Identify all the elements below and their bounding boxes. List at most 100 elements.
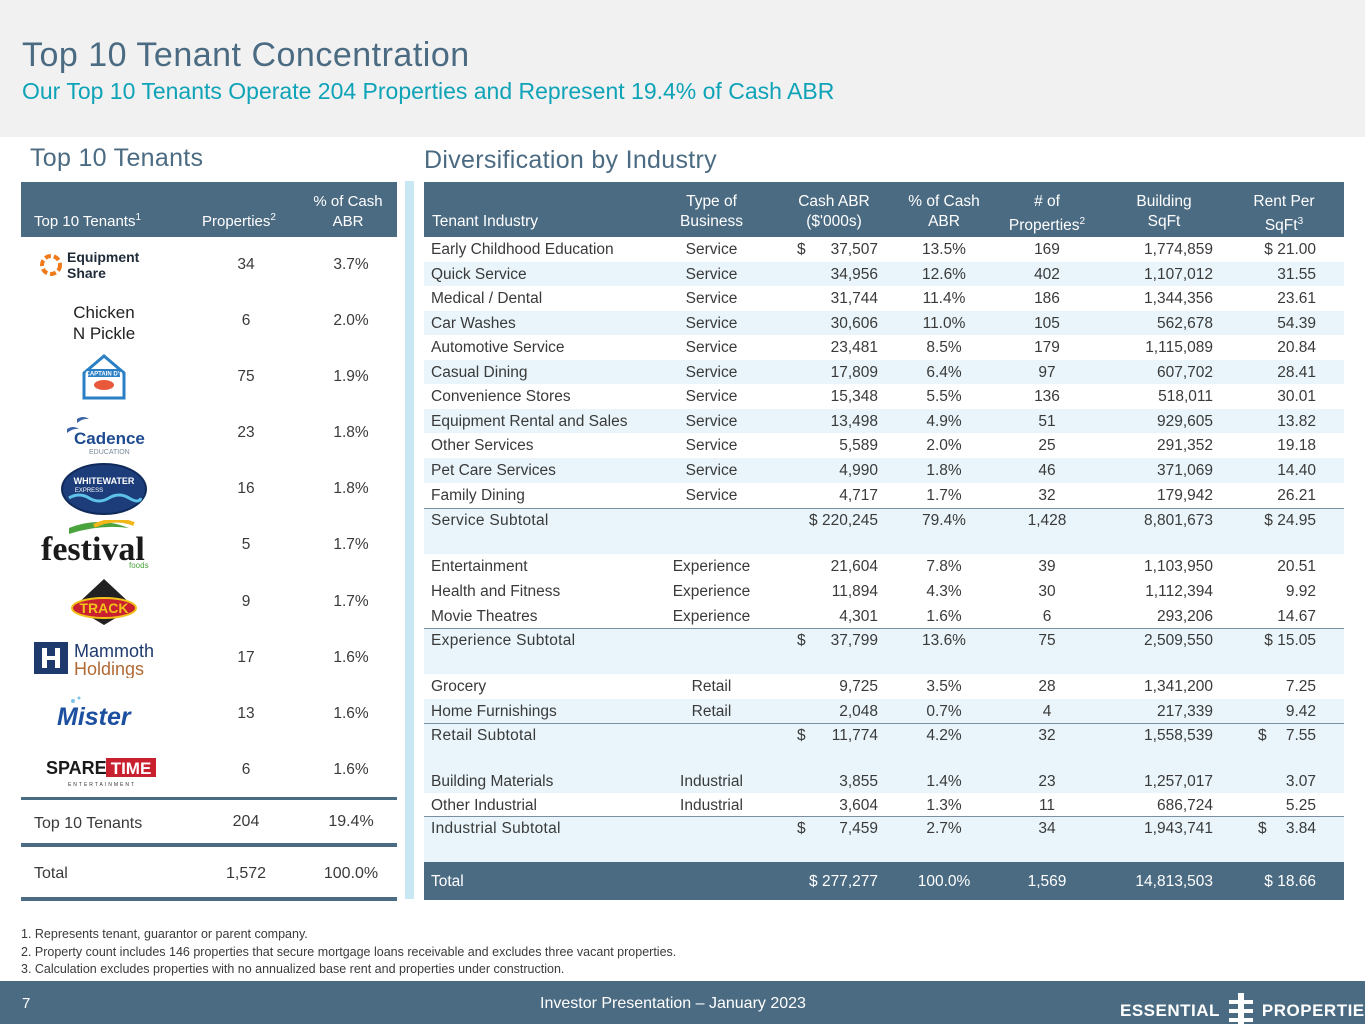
industry-subtotal-row: Experience Subtotal 13.6% 75 2,509,550 $37,7… [424, 628, 1344, 674]
total-summary-row: Total 1,572 100.0% [21, 850, 397, 896]
tenant-row: Mister 13 1.6% [21, 686, 397, 742]
property-count: 402 [1034, 266, 1060, 283]
rent-per-sqft: 19.18 [1277, 437, 1316, 454]
industry-row: Casual Dining Service 6.4% 97 607,702 17,809 2… [424, 360, 1344, 384]
rent-per-sqft: 9.42 [1285, 703, 1316, 720]
currency-symbol: $ [797, 820, 806, 837]
svg-text:foods: foods [129, 561, 149, 570]
building-sqft: 1,774,859 [1144, 241, 1213, 258]
currency-symbol: $ [1258, 727, 1267, 744]
svg-text:TIME: TIME [111, 759, 152, 778]
tenant-row: CAPTAIN D's 75 1.9% [21, 349, 397, 405]
property-count: 11 [1038, 797, 1056, 814]
tenant-logo: Cadence EDUCATION [29, 409, 179, 457]
pct-abr: 0.7% [926, 703, 962, 720]
building-sqft: 14,813,503 [1135, 873, 1213, 890]
tenant-properties: 9 [241, 592, 251, 610]
industry-name: Car Washes [431, 315, 516, 332]
cash-abr: 2,048 [839, 703, 878, 720]
business-type: Industrial [680, 797, 743, 814]
rent-per-sqft: 23.61 [1277, 290, 1316, 307]
cash-abr: 5,589 [839, 437, 878, 454]
footnote-1: 1. Represents tenant, guarantor or paren… [21, 927, 308, 941]
pct-abr: 13.6% [922, 632, 966, 649]
business-type: Service [685, 364, 738, 381]
industry-row: Home Furnishings Retail 0.7% 4 217,339 2,048 9… [424, 699, 1344, 723]
industry-subtotal-row: Retail Subtotal 4.2% 32 1,558,539 $11,774 $7.… [424, 723, 1344, 769]
cash-abr: 31,744 [830, 290, 878, 307]
tenant-row: Mammoth Holdings 17 1.6% [21, 630, 397, 686]
pct-abr: 12.6% [922, 266, 966, 283]
tenant-logo: festival foods [29, 520, 179, 570]
rule [21, 897, 397, 901]
page-number: 7 [22, 995, 31, 1012]
business-type: Experience [672, 608, 751, 625]
industry-row: Equipment Rental and Sales Service 4.9% 51 9… [424, 409, 1344, 433]
property-count: 51 [1038, 413, 1056, 430]
industry-header: Tenant Industry Type of Business Cash ABR… [424, 182, 1344, 237]
business-type: Retail [691, 703, 732, 720]
currency-symbol: $ [1258, 820, 1267, 837]
svg-text:festival: festival [41, 531, 145, 568]
col-tenants: Top 10 Tenants1 [34, 212, 142, 230]
pct-abr: 1.6% [926, 608, 962, 625]
tenant-logo: SPARE TIME ENTERTAINMENT [29, 746, 179, 794]
building-sqft: 217,339 [1156, 703, 1213, 720]
track-family-fun-parks-logo-icon: TRACK [71, 578, 137, 625]
rent-per-sqft: $ 21.00 [1264, 241, 1316, 258]
pct-abr: 11.4% [922, 290, 966, 307]
industry-row: Grocery Retail 3.5% 28 1,341,200 9,725 7.25 [424, 674, 1344, 699]
tenant-pct: 1.6% [333, 760, 369, 778]
rent-per-sqft: 13.82 [1277, 413, 1316, 430]
currency-symbol: $ [797, 241, 806, 258]
rent-per-sqft: 20.51 [1277, 558, 1316, 575]
building-sqft: 1,103,950 [1144, 558, 1213, 575]
industry-row: Pet Care Services Service 1.8% 46 371,069 4,9… [424, 458, 1344, 483]
building-sqft: 179,942 [1156, 487, 1213, 504]
svg-text:CAPTAIN D's: CAPTAIN D's [86, 372, 124, 378]
rent-per-sqft: 26.21 [1277, 487, 1316, 504]
col-pct: % of Cash ABR [908, 193, 980, 230]
cash-abr: 4,717 [839, 487, 878, 504]
captain-ds-logo-icon: CAPTAIN D's [82, 354, 126, 400]
tenant-row: TRACK 9 1.7% [21, 574, 397, 630]
tenant-logo: WHITEWATER EXPRESS [29, 463, 179, 516]
tenant-logo: TRACK [29, 578, 179, 626]
cash-abr: 11,774 [831, 727, 878, 744]
business-type: Service [685, 462, 738, 479]
industry-name: Home Furnishings [431, 703, 557, 720]
pct-abr: 4.3% [926, 583, 962, 600]
tenant-row: SPARE TIME ENTERTAINMENT 6 1.6% [21, 742, 397, 798]
tenant-pct: 1.6% [333, 704, 369, 722]
industry-heading: Diversification by Industry [424, 146, 717, 174]
building-sqft: 8,801,673 [1144, 512, 1213, 529]
col-rent: Rent Per SqFt3 [1253, 193, 1315, 235]
building-sqft: 1,341,200 [1144, 678, 1213, 695]
tenant-logo: Mammoth Holdings [29, 634, 179, 682]
total-properties: 1,572 [225, 865, 267, 882]
pct-abr: 2.0% [926, 437, 962, 454]
business-type: Service [685, 290, 738, 307]
brand-mark-icon [1228, 993, 1253, 1024]
rent-per-sqft: 5.25 [1285, 797, 1316, 814]
property-count: 179 [1034, 339, 1060, 356]
currency-symbol: $ [797, 727, 806, 744]
cash-abr: $ 277,277 [809, 873, 878, 890]
pct-abr: 1.8% [926, 462, 962, 479]
svg-text:EXPRESS: EXPRESS [75, 488, 103, 494]
page-subtitle: Our Top 10 Tenants Operate 204 Propertie… [22, 78, 835, 104]
cash-abr: 11,894 [831, 583, 878, 600]
section-divider [405, 181, 414, 899]
top-tenants-table: Top 10 Tenants1 Properties2 % of Cash ABR… [21, 182, 397, 798]
rent-per-sqft: 31.55 [1277, 266, 1316, 283]
property-count: 32 [1038, 487, 1056, 504]
cash-abr: 15,348 [830, 388, 878, 405]
industry-name: Other Services [431, 437, 534, 454]
property-count: 169 [1034, 241, 1060, 258]
pct-abr: 79.4% [922, 512, 966, 529]
tenant-logo: Chicken N Pickle [29, 297, 179, 345]
pct-abr: 3.5% [926, 678, 962, 695]
property-count: 23 [1038, 773, 1056, 790]
industry-name: Health and Fitness [431, 583, 561, 600]
